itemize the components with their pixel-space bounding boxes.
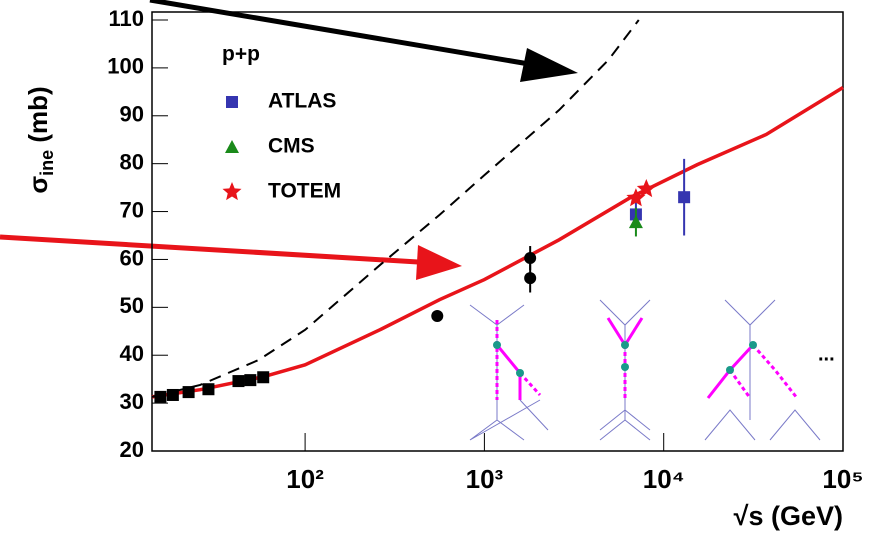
marker [166, 388, 179, 401]
x-tick-label: 10⁵ [822, 464, 863, 494]
plot-area [151, 19, 844, 403]
marker [244, 374, 257, 387]
y-tick-label: 50 [120, 293, 144, 318]
y-tick-label: 40 [120, 341, 144, 366]
marker [431, 309, 444, 322]
marker [678, 191, 691, 204]
legend-marker [226, 96, 238, 108]
marker [628, 215, 643, 229]
legend-label: TOTEM [268, 180, 341, 203]
y-tick-label: 20 [120, 437, 144, 462]
inset-diagrams [462, 292, 838, 448]
marker [232, 375, 245, 388]
legend-marker [225, 140, 239, 153]
y-tick-label: 110 [109, 6, 145, 31]
marker [524, 252, 537, 265]
marker [636, 179, 656, 198]
y-label-symbol: σ [23, 176, 53, 194]
y-tick-label: 90 [120, 102, 144, 127]
legend-label: ATLAS [268, 90, 336, 113]
inset-label: ... [818, 343, 835, 365]
marker [154, 390, 167, 403]
y-tick-label: 100 [107, 54, 144, 79]
arrows [0, 0, 578, 280]
y-tick-label: 70 [120, 197, 144, 222]
x-axis-label: √s (GeV) [734, 501, 843, 531]
y-axis-label: σine (mb) [23, 86, 57, 193]
y-label-subscript: ine [37, 150, 57, 176]
legend-marker [222, 182, 242, 201]
marker [257, 371, 270, 384]
curve [151, 19, 640, 398]
x-tick-label: 10² [286, 464, 324, 494]
marker [182, 386, 195, 399]
x-tick-label: 10⁴ [643, 464, 685, 494]
x-tick-label: 10³ [466, 464, 504, 494]
y-tick-label: 80 [120, 149, 144, 174]
y-label-unit: (mb) [23, 86, 53, 150]
marker [202, 383, 215, 396]
y-tick-label: 60 [120, 245, 144, 270]
y-tick-label: 30 [120, 389, 144, 414]
legend-title: p+p [222, 43, 260, 66]
inset-vertices [493, 341, 757, 377]
marker [626, 188, 646, 207]
marker [524, 272, 537, 285]
plot-frame [151, 11, 844, 452]
legend-label: CMS [268, 135, 315, 158]
